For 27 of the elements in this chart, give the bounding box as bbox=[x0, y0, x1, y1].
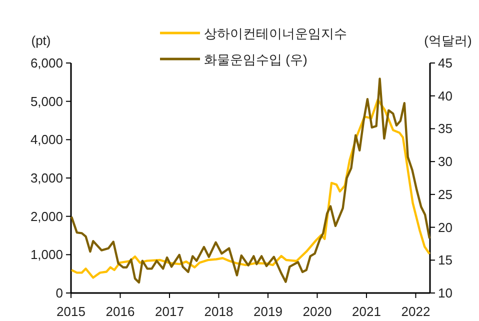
legend-label: 상하이컨테이너운임지수 bbox=[204, 26, 347, 41]
y2-tick-label: 35 bbox=[438, 121, 452, 136]
y-tick-label: 3,000 bbox=[30, 170, 63, 186]
y-tick-label: 5,000 bbox=[30, 94, 63, 109]
y2-tick-label: 15 bbox=[438, 252, 452, 268]
x-tick-label: 2016 bbox=[106, 304, 135, 319]
y2-tick-label: 30 bbox=[438, 154, 452, 170]
x-tick-label: 2018 bbox=[204, 304, 234, 319]
x-tick-label: 2021 bbox=[352, 304, 381, 319]
y-tick-label: 6,000 bbox=[30, 56, 63, 70]
y2-tick-label: 45 bbox=[438, 56, 452, 70]
y2-tick-label: 25 bbox=[438, 186, 452, 202]
y-tick-label: 4,000 bbox=[30, 132, 63, 148]
y2-tick-label: 20 bbox=[438, 220, 452, 235]
y-tick-label: 1,000 bbox=[30, 247, 63, 262]
x-tick-label: 2019 bbox=[254, 304, 282, 319]
y2-axis-title: (억달러) bbox=[424, 33, 472, 48]
y2-tick-label: 10 bbox=[438, 286, 452, 300]
y-tick-label: 2,000 bbox=[30, 208, 63, 224]
y-axis-title: (pt) bbox=[31, 33, 51, 48]
y-tick-label: 0 bbox=[56, 286, 63, 300]
x-tick-label: 2015 bbox=[56, 304, 86, 319]
y2-tick-label: 40 bbox=[438, 88, 452, 104]
x-tick-label: 2017 bbox=[155, 304, 184, 319]
legend-label: 화물운임수입 (우) bbox=[204, 52, 308, 67]
x-tick-label: 2022 bbox=[401, 304, 430, 319]
x-tick-label: 2020 bbox=[302, 304, 332, 319]
